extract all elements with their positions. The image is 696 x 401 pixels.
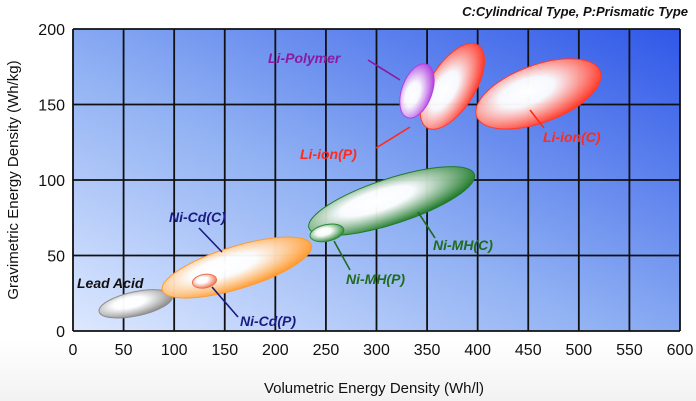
leader-line-ni-mh-c — [417, 211, 436, 239]
ellipse-li-ion-c — [475, 58, 602, 130]
y-axis-title: Gravimetric Energy Density (Wh/kg) — [5, 60, 22, 299]
x-tick-labels: 0 50 100 150 200 250 300 350 400 450 500 550 600 — [69, 342, 694, 359]
series-label-ni-mh-p: Ni-MH(P) — [346, 271, 405, 287]
leader-line-ni-cd-c — [198, 227, 223, 253]
series-label-li-polymer: Li-Polymer — [268, 50, 342, 66]
series-label-ni-mh-c: Ni-MH(C) — [433, 237, 493, 253]
series-label-ni-cd-c: Ni-Cd(C) — [169, 209, 226, 225]
series-labels: Lead Acid Ni-Cd(C) Ni-Cd(P) Ni-MH(C) Ni-MH(P… — [77, 50, 601, 329]
x-tick-label-250: 250 — [313, 342, 340, 359]
x-tick-label-200: 200 — [262, 342, 289, 359]
y-tick-label-0: 0 — [56, 324, 65, 341]
series-label-ni-cd-p: Ni-Cd(P) — [240, 313, 296, 329]
y-tick-label-150: 150 — [38, 98, 65, 115]
x-tick-label-450: 450 — [515, 342, 542, 359]
x-tick-label-0: 0 — [69, 342, 78, 359]
leader-line-ni-cd-p — [211, 286, 239, 318]
ellipse-ni-cd-p — [192, 273, 218, 289]
leader-line-li-polymer — [367, 59, 401, 81]
x-tick-label-400: 400 — [464, 342, 491, 359]
x-tick-label-350: 350 — [414, 342, 441, 359]
x-tick-label-50: 50 — [115, 342, 133, 359]
leader-line-li-ion-c — [529, 109, 545, 129]
ellipse-ni-mh-c — [308, 166, 476, 237]
series-ellipses — [98, 42, 602, 319]
ellipse-li-polymer — [399, 63, 435, 119]
x-tick-label-550: 550 — [616, 342, 643, 359]
series-label-li-ion-p: Li-ion(P) — [300, 146, 357, 162]
y-tick-label-200: 200 — [38, 22, 65, 39]
x-tick-label-300: 300 — [363, 342, 390, 359]
y-tick-label-50: 50 — [47, 249, 65, 266]
leader-lines — [198, 59, 545, 318]
y-tick-label-100: 100 — [38, 173, 65, 190]
ellipse-ni-mh-p — [309, 223, 345, 243]
x-tick-label-500: 500 — [565, 342, 592, 359]
chart-note: C:Cylindrical Type, P:Prismatic Type — [462, 4, 688, 19]
leader-line-ni-mh-p — [333, 240, 351, 271]
x-tick-label-150: 150 — [211, 342, 238, 359]
leader-line-li-ion-p — [375, 126, 411, 149]
x-tick-label-600: 600 — [667, 342, 694, 359]
x-tick-label-100: 100 — [161, 342, 188, 359]
series-label-li-ion-c: Li-ion(C) — [543, 129, 601, 145]
y-tick-labels: 0 50 100 150 200 — [38, 22, 65, 341]
series-label-lead-acid: Lead Acid — [77, 275, 144, 291]
x-axis-title: Volumetric Energy Density (Wh/l) — [264, 380, 484, 397]
